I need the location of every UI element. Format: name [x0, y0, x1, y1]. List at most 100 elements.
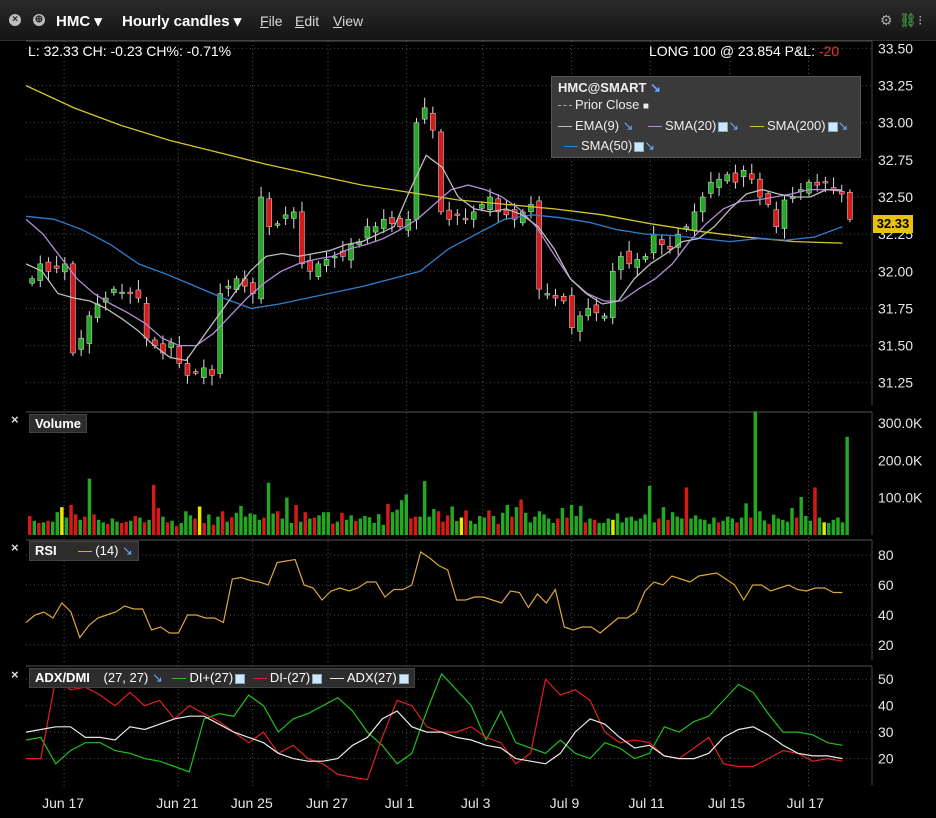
- chain-link-icon[interactable]: ⛓: [899, 12, 917, 28]
- menu-file[interactable]: File: [260, 13, 283, 29]
- volume-bar: [133, 515, 138, 535]
- volume-bar: [312, 517, 317, 535]
- volume-bar: [726, 516, 730, 535]
- volume-bar: [652, 522, 656, 535]
- volume-bar: [450, 506, 454, 535]
- volume-bar: [680, 518, 684, 535]
- candle-down: [389, 217, 395, 224]
- volume-bar: [510, 516, 514, 535]
- adx-close-icon[interactable]: ×: [11, 667, 19, 682]
- sma50-line: [25, 214, 843, 310]
- volume-bar: [395, 509, 399, 535]
- volume-tick-label: 100.0K: [878, 490, 923, 506]
- legend-prior-close[interactable]: Prior Close ■: [558, 97, 649, 112]
- volume-bar: [583, 522, 588, 535]
- volume-bar: [298, 521, 303, 535]
- candle-up: [372, 226, 379, 233]
- adx-tick-label: 40: [878, 698, 894, 714]
- di-minus-label: DI-(27): [269, 670, 311, 685]
- volume-bar: [542, 514, 546, 535]
- volume-bar: [840, 522, 845, 535]
- more-icon[interactable]: ⁝: [918, 12, 923, 28]
- candle-down: [847, 191, 853, 220]
- volume-bar: [271, 513, 275, 535]
- volume-bar: [409, 518, 413, 535]
- volume-bar: [413, 516, 418, 535]
- volume-bar: [349, 515, 353, 535]
- candle-down: [160, 343, 166, 354]
- volume-bar: [491, 515, 496, 535]
- candle-up: [691, 211, 698, 231]
- volume-bar: [266, 482, 271, 535]
- candle-up: [601, 315, 608, 319]
- candle-up: [642, 256, 649, 260]
- candle-up: [29, 278, 35, 284]
- candle-down: [135, 289, 142, 299]
- candle-up: [323, 259, 330, 266]
- legend-ema9[interactable]: EMA(9) ↘: [558, 118, 634, 134]
- adx-label-box: ADX/DMI (27, 27) ↘ DI+(27) DI-(27) ADX(2…: [29, 668, 415, 688]
- candle-up: [348, 244, 354, 261]
- candle-up: [577, 315, 583, 332]
- volume-bar: [427, 516, 431, 535]
- candle-up: [282, 214, 289, 219]
- candle-up: [781, 199, 788, 229]
- x-tick-label: Jul 3: [460, 795, 491, 811]
- position-text: LONG 100 @ 23.854 P&L:: [649, 43, 815, 59]
- volume-bar: [32, 520, 37, 535]
- symbol-selector[interactable]: HMC ▾: [56, 13, 102, 30]
- volume-bar: [597, 522, 601, 535]
- volume-bar: [161, 516, 165, 535]
- volume-bar: [129, 520, 133, 535]
- volume-bar: [519, 499, 523, 535]
- di-plus-label: DI+(27): [189, 670, 234, 685]
- menu-view[interactable]: View: [333, 13, 364, 29]
- volume-bar: [372, 522, 376, 535]
- volume-bar: [253, 514, 257, 535]
- candle-down: [454, 213, 461, 216]
- volume-bar: [170, 520, 174, 535]
- volume-bar: [60, 507, 64, 535]
- volume-bar: [624, 517, 629, 535]
- candle-down: [192, 371, 199, 374]
- volume-bar: [46, 520, 50, 535]
- volume-bar: [523, 512, 528, 535]
- link-icon[interactable]: ⊕: [33, 14, 45, 26]
- volume-bar: [432, 509, 436, 535]
- volume-bar: [69, 504, 73, 535]
- legend-sma20[interactable]: SMA(20) ↘: [648, 118, 739, 134]
- interval-selector[interactable]: Hourly candles ▾: [122, 13, 242, 30]
- candle-down: [773, 209, 780, 227]
- volume-bar: [592, 519, 597, 535]
- volume-bar: [546, 518, 551, 535]
- volume-bar: [551, 522, 555, 535]
- menu-edit[interactable]: Edit: [295, 13, 320, 29]
- volume-bar: [560, 508, 565, 535]
- volume-bar: [703, 519, 707, 535]
- candle-down: [552, 295, 559, 299]
- candle-down: [757, 178, 763, 198]
- legend-sma200[interactable]: SMA(200) ↘: [750, 118, 848, 134]
- volume-close-icon[interactable]: ×: [11, 412, 19, 427]
- volume-bar: [464, 510, 468, 535]
- volume-bar: [455, 521, 459, 535]
- price-tick-label: 32.00: [878, 263, 913, 279]
- candle-down: [266, 198, 273, 227]
- candle-up: [291, 211, 297, 219]
- volume-bar: [55, 512, 59, 535]
- volume-bar: [634, 520, 638, 535]
- volume-bar: [363, 515, 367, 535]
- adx-title: ADX/DMI: [35, 670, 90, 685]
- close-window-icon[interactable]: ×: [9, 14, 21, 26]
- di-plus-line: [25, 672, 843, 773]
- volume-bar: [124, 521, 128, 535]
- volume-bar: [804, 515, 808, 535]
- volume-bar: [781, 519, 785, 535]
- legend-sma50[interactable]: SMA(50) ↘: [564, 138, 655, 154]
- volume-bar: [487, 510, 491, 535]
- rsi-close-icon[interactable]: ×: [11, 540, 19, 555]
- gear-icon[interactable]: ⚙: [880, 12, 893, 28]
- volume-bar: [257, 519, 262, 535]
- indicator-legend: HMC@SMART ↘ Prior Close ■ EMA(9) ↘ SMA(2…: [551, 76, 861, 158]
